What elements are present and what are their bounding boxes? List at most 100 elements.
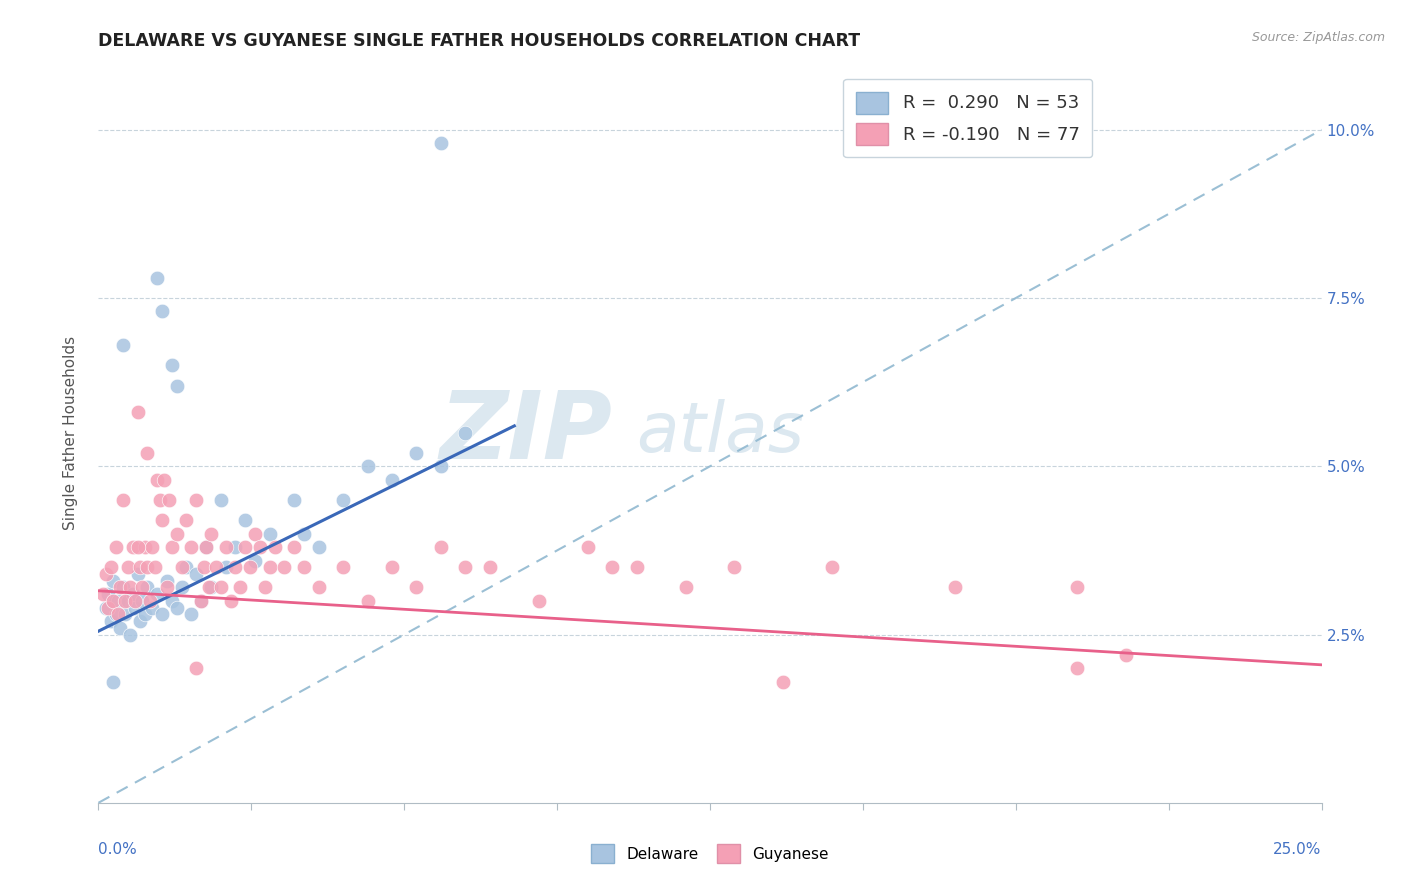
Point	[107, 607, 129, 622]
Point	[166, 378, 188, 392]
Point	[127, 405, 149, 419]
Point	[121, 540, 143, 554]
Point	[94, 600, 117, 615]
Point	[166, 600, 188, 615]
Point	[111, 581, 134, 595]
Point	[131, 581, 153, 595]
Point	[356, 594, 378, 608]
Point	[101, 674, 124, 689]
Point	[186, 566, 208, 581]
Point	[381, 560, 404, 574]
Point	[110, 621, 132, 635]
Point	[149, 492, 172, 507]
Point	[94, 566, 117, 581]
Point	[139, 594, 162, 608]
Point	[239, 560, 262, 574]
Point	[197, 581, 219, 595]
Point	[205, 560, 228, 574]
Point	[527, 594, 550, 608]
Point	[134, 540, 156, 554]
Text: Source: ZipAtlas.com: Source: ZipAtlas.com	[1251, 31, 1385, 45]
Point	[292, 526, 315, 541]
Point	[120, 581, 142, 595]
Point	[114, 594, 136, 608]
Point	[600, 560, 623, 574]
Point	[180, 540, 202, 554]
Point	[131, 594, 153, 608]
Point	[243, 526, 266, 541]
Point	[111, 492, 134, 507]
Point	[143, 560, 166, 574]
Text: atlas: atlas	[637, 399, 804, 467]
Point	[259, 526, 281, 541]
Point	[224, 540, 246, 554]
Point	[111, 338, 134, 352]
Point	[193, 560, 215, 574]
Point	[129, 614, 152, 628]
Point	[219, 594, 242, 608]
Point	[576, 540, 599, 554]
Point	[104, 540, 127, 554]
Point	[100, 614, 122, 628]
Point	[101, 574, 124, 588]
Point	[97, 587, 120, 601]
Point	[200, 581, 222, 595]
Point	[156, 581, 179, 595]
Point	[166, 526, 188, 541]
Text: 0.0%: 0.0%	[98, 842, 138, 856]
Point	[195, 540, 218, 554]
Point	[150, 607, 173, 622]
Point	[356, 459, 378, 474]
Point	[1115, 648, 1137, 662]
Point	[430, 459, 453, 474]
Point	[405, 446, 427, 460]
Point	[292, 560, 315, 574]
Point	[170, 560, 193, 574]
Point	[283, 540, 305, 554]
Point	[160, 594, 183, 608]
Point	[117, 594, 139, 608]
Point	[190, 594, 212, 608]
Point	[229, 581, 252, 595]
Point	[249, 540, 271, 554]
Text: DELAWARE VS GUYANESE SINGLE FATHER HOUSEHOLDS CORRELATION CHART: DELAWARE VS GUYANESE SINGLE FATHER HOUSE…	[98, 32, 860, 50]
Point	[176, 560, 198, 574]
Point	[224, 560, 246, 574]
Point	[190, 594, 212, 608]
Point	[114, 607, 136, 622]
Text: ZIP: ZIP	[439, 386, 612, 479]
Point	[430, 540, 453, 554]
Point	[200, 526, 222, 541]
Y-axis label: Single Father Households: Single Father Households	[63, 335, 77, 530]
Point	[209, 581, 232, 595]
Point	[101, 594, 124, 608]
Point	[141, 540, 163, 554]
Point	[772, 674, 794, 689]
Point	[160, 359, 183, 373]
Point	[821, 560, 844, 574]
Point	[134, 607, 156, 622]
Point	[150, 304, 173, 318]
Point	[136, 560, 159, 574]
Point	[121, 587, 143, 601]
Point	[233, 513, 256, 527]
Point	[233, 540, 256, 554]
Point	[259, 560, 281, 574]
Point	[117, 560, 139, 574]
Point	[107, 594, 129, 608]
Point	[253, 581, 276, 595]
Point	[308, 581, 330, 595]
Point	[124, 600, 146, 615]
Point	[160, 540, 183, 554]
Point	[195, 540, 218, 554]
Point	[243, 553, 266, 567]
Point	[150, 513, 173, 527]
Point	[675, 581, 697, 595]
Point	[97, 600, 120, 615]
Point	[129, 560, 152, 574]
Point	[127, 566, 149, 581]
Point	[214, 540, 236, 554]
Point	[273, 560, 295, 574]
Point	[127, 540, 149, 554]
Legend: Delaware, Guyanese: Delaware, Guyanese	[585, 838, 835, 869]
